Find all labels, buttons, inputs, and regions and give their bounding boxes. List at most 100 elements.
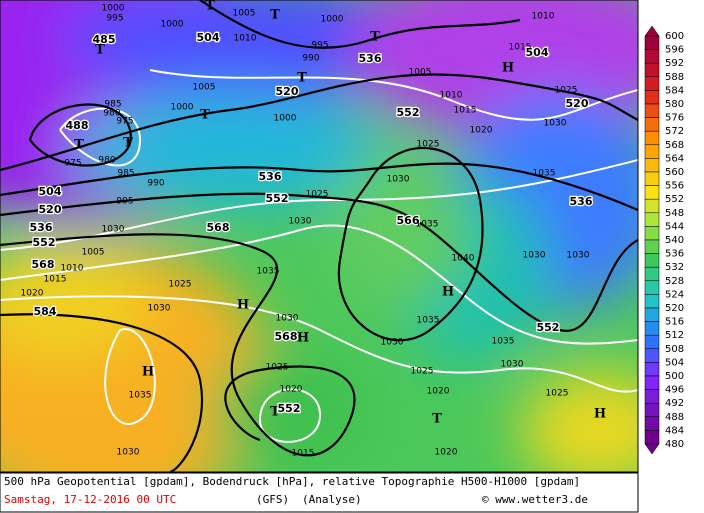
map-label: 990 — [147, 179, 164, 189]
colorbar-label: 572 — [665, 126, 684, 137]
map-label: 1020 — [280, 385, 303, 395]
colorbar-label: 552 — [665, 194, 684, 205]
colorbar-band — [644, 402, 660, 418]
colorbar-label: 536 — [665, 249, 684, 260]
map-frame — [0, 0, 639, 473]
map-label: 1025 — [169, 280, 192, 290]
footer-line: 500 hPa Geopotential [gpdam], Bodendruck… — [4, 475, 580, 488]
map-label: H — [502, 61, 514, 76]
colorbar-label: 576 — [665, 113, 684, 124]
map-label: 1025 — [417, 140, 440, 150]
map-label: T — [205, 0, 215, 14]
colorbar-band — [644, 62, 660, 78]
map-label: T — [95, 43, 105, 58]
colorbar-band — [644, 416, 660, 431]
map-label: 985 — [104, 100, 121, 110]
map-label: 1005 — [82, 248, 105, 258]
map-label: 488 — [66, 119, 89, 132]
colorbar-label: 508 — [665, 344, 684, 355]
colorbar-band — [644, 266, 660, 282]
map-label: 1025 — [411, 367, 434, 377]
colorbar-label: 548 — [665, 208, 684, 219]
map-label: 1035 — [417, 316, 440, 326]
map-label: 568 — [32, 258, 55, 271]
colorbar-label: 504 — [665, 357, 684, 368]
footer-model: (GFS) — [256, 493, 289, 506]
footer-copyright: © www.wetter3.de — [482, 493, 588, 506]
map-label: 552 — [266, 192, 289, 205]
map-label: 520 — [566, 97, 589, 110]
colorbar-band — [644, 280, 660, 295]
map-label: 1015 — [44, 275, 67, 285]
colorbar-band — [644, 158, 660, 173]
colorbar-label: 484 — [665, 425, 684, 436]
map-label: 536 — [30, 221, 53, 234]
map-label: 1030 — [276, 314, 299, 324]
map-label: 1030 — [544, 119, 567, 129]
map-label: 1000 — [171, 103, 194, 113]
map-label: 1010 — [234, 34, 257, 44]
footer-box — [0, 472, 639, 513]
map-label: 1020 — [21, 289, 44, 299]
footer-date: Samstag, 17-12-2016 00 UTC — [4, 493, 176, 506]
map-label: 536 — [259, 170, 282, 183]
map-label: 536 — [359, 52, 382, 65]
map-label: 975 — [64, 159, 81, 169]
map-label: 1020 — [470, 126, 493, 136]
map-label: 504 — [526, 46, 549, 59]
colorbar-band — [644, 76, 660, 91]
colorbar-label: 560 — [665, 167, 684, 178]
colorbar-label: 520 — [665, 303, 684, 314]
colorbar-label: 512 — [665, 330, 684, 341]
colorbar-band — [644, 130, 660, 146]
colorbar-band — [644, 375, 660, 390]
colorbar-label: 496 — [665, 385, 684, 396]
map-label: 1030 — [567, 251, 590, 261]
map-label: 995 — [106, 14, 123, 24]
map-label: 552 — [537, 321, 560, 334]
map-label: 1025 — [306, 190, 329, 200]
map-label: 1030 — [102, 225, 125, 235]
map-label: 1000 — [321, 15, 344, 25]
colorbar-label: 524 — [665, 289, 684, 300]
map-label: 520 — [39, 203, 62, 216]
colorbar-label: 492 — [665, 398, 684, 409]
map-label: 1030 — [523, 251, 546, 261]
map-label: H — [442, 285, 454, 300]
colorbar-band — [644, 144, 660, 159]
map-label: 1035 — [533, 169, 556, 179]
map-label: 975 — [116, 117, 133, 127]
map-label: H — [297, 331, 309, 346]
colorbar: 600 596 592 588 584 580 576 572 568 564 560 556 552 5… — [644, 25, 684, 455]
colorbar-label: 516 — [665, 317, 684, 328]
map-label: 552 — [278, 402, 301, 415]
colorbar-label: 480 — [665, 439, 684, 450]
colorbar-band — [644, 294, 660, 309]
map-label: 1005 — [193, 83, 216, 93]
colorbar-label: 564 — [665, 153, 684, 164]
colorbar-band — [644, 307, 660, 322]
map-label: 1030 — [117, 448, 140, 458]
colorbar-label: 500 — [665, 371, 684, 382]
colorbar-band — [644, 430, 660, 445]
colorbar-band — [644, 212, 660, 227]
map-label: T — [74, 138, 84, 153]
map-label: 1035 — [257, 267, 280, 277]
colorbar-band — [644, 362, 660, 377]
map-label: 566 — [397, 214, 420, 227]
map-label: 1000 — [102, 4, 125, 14]
colorbar-band — [644, 90, 660, 105]
map-label: 485 — [93, 33, 116, 46]
map-label: 536 — [570, 195, 593, 208]
map-label: T — [297, 71, 307, 86]
map-label: H — [142, 365, 154, 380]
map-label: 1020 — [427, 387, 450, 397]
colorbar-arrow — [644, 443, 660, 455]
colorbar-label: 528 — [665, 276, 684, 287]
colorbar-arrow — [644, 25, 660, 37]
colorbar-band — [644, 348, 660, 363]
map-label: T — [123, 136, 133, 151]
map-label: 1025 — [555, 86, 578, 96]
